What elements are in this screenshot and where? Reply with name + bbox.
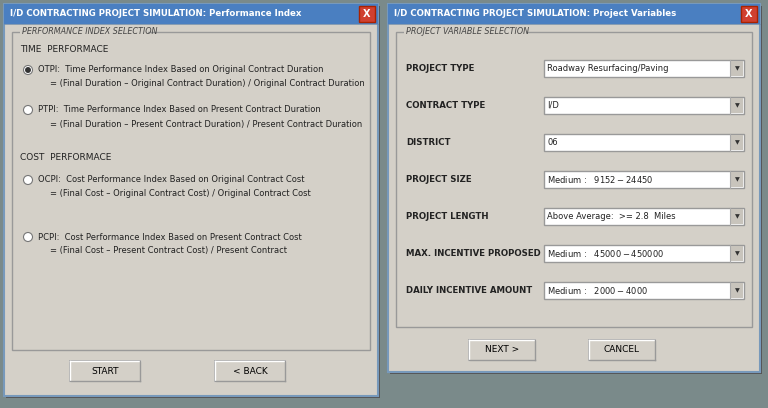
FancyBboxPatch shape [469, 340, 535, 360]
FancyBboxPatch shape [730, 209, 743, 224]
Text: ▼: ▼ [735, 177, 740, 182]
FancyBboxPatch shape [544, 245, 744, 262]
Text: ▼: ▼ [735, 103, 740, 108]
FancyBboxPatch shape [388, 4, 760, 24]
FancyBboxPatch shape [390, 6, 762, 374]
FancyBboxPatch shape [70, 361, 140, 381]
FancyBboxPatch shape [588, 339, 656, 361]
FancyBboxPatch shape [544, 171, 744, 188]
Text: PROJECT TYPE: PROJECT TYPE [406, 64, 475, 73]
Text: I/D CONTRACTING PROJECT SIMULATION: Project Variables: I/D CONTRACTING PROJECT SIMULATION: Proj… [394, 9, 677, 18]
Text: Above Average:  >= 2.8  Miles: Above Average: >= 2.8 Miles [547, 212, 676, 221]
FancyBboxPatch shape [589, 340, 655, 360]
Text: CANCEL: CANCEL [604, 346, 640, 355]
Text: MAX. INCENTIVE PROPOSED: MAX. INCENTIVE PROPOSED [406, 249, 541, 258]
FancyBboxPatch shape [12, 32, 370, 350]
Text: ▼: ▼ [735, 251, 740, 256]
FancyBboxPatch shape [544, 60, 744, 77]
Text: PROJECT LENGTH: PROJECT LENGTH [406, 212, 488, 221]
FancyBboxPatch shape [730, 246, 743, 261]
FancyBboxPatch shape [4, 4, 378, 396]
FancyBboxPatch shape [544, 134, 744, 151]
Text: ▼: ▼ [735, 66, 740, 71]
Text: = (Final Duration – Present Contract Duration) / Present Contract Duration: = (Final Duration – Present Contract Dur… [50, 120, 362, 129]
FancyBboxPatch shape [544, 97, 744, 114]
Text: PERFORMANCE INDEX SELECTION: PERFORMANCE INDEX SELECTION [22, 27, 157, 36]
FancyBboxPatch shape [388, 4, 760, 372]
FancyBboxPatch shape [20, 27, 147, 37]
FancyBboxPatch shape [544, 208, 744, 225]
Text: PROJECT VARIABLE SELECTION: PROJECT VARIABLE SELECTION [406, 27, 529, 36]
Text: CONTRACT TYPE: CONTRACT TYPE [406, 101, 485, 110]
Text: ▼: ▼ [735, 288, 740, 293]
FancyBboxPatch shape [359, 6, 375, 22]
Text: ▼: ▼ [735, 214, 740, 219]
FancyBboxPatch shape [730, 172, 743, 187]
FancyBboxPatch shape [544, 282, 744, 299]
Circle shape [24, 66, 32, 75]
Text: PTPI:  Time Performance Index Based on Present Contract Duration: PTPI: Time Performance Index Based on Pr… [38, 106, 321, 115]
FancyBboxPatch shape [730, 283, 743, 298]
Text: OCPI:  Cost Performance Index Based on Original Contract Cost: OCPI: Cost Performance Index Based on Or… [38, 175, 304, 184]
Text: Roadway Resurfacing/Paving: Roadway Resurfacing/Paving [547, 64, 668, 73]
FancyBboxPatch shape [730, 98, 743, 113]
FancyBboxPatch shape [214, 360, 286, 382]
FancyBboxPatch shape [404, 27, 527, 37]
Text: TIME  PERFORMACE: TIME PERFORMACE [20, 46, 108, 55]
Text: X: X [745, 9, 753, 19]
Text: = (Final Duration – Original Contract Duration) / Original Contract Duration: = (Final Duration – Original Contract Du… [50, 80, 365, 89]
Text: I/D CONTRACTING PROJECT SIMULATION: Performance Index: I/D CONTRACTING PROJECT SIMULATION: Perf… [10, 9, 302, 18]
Text: Medium :   $45000 - $450000: Medium : $45000 - $450000 [547, 248, 664, 259]
Circle shape [24, 175, 32, 184]
Text: Medium :   $2000 - $4000: Medium : $2000 - $4000 [547, 285, 648, 296]
Circle shape [26, 68, 30, 72]
FancyBboxPatch shape [4, 4, 378, 24]
Circle shape [24, 106, 32, 115]
FancyBboxPatch shape [730, 61, 743, 76]
Text: = (Final Cost – Present Contract Cost) / Present Contract: = (Final Cost – Present Contract Cost) /… [50, 246, 287, 255]
FancyBboxPatch shape [730, 135, 743, 150]
Circle shape [24, 233, 32, 242]
Text: DISTRICT: DISTRICT [406, 138, 451, 147]
Text: = (Final Cost – Original Contract Cost) / Original Contract Cost: = (Final Cost – Original Contract Cost) … [50, 189, 311, 199]
FancyBboxPatch shape [468, 339, 536, 361]
Text: START: START [91, 366, 119, 375]
Text: 06: 06 [547, 138, 558, 147]
Text: ▼: ▼ [735, 140, 740, 145]
FancyBboxPatch shape [69, 360, 141, 382]
Text: < BACK: < BACK [233, 366, 267, 375]
FancyBboxPatch shape [215, 361, 285, 381]
Text: DAILY INCENTIVE AMOUNT: DAILY INCENTIVE AMOUNT [406, 286, 532, 295]
Text: NEXT >: NEXT > [485, 346, 519, 355]
Text: Medium :   $9152 - $24450: Medium : $9152 - $24450 [547, 174, 654, 185]
FancyBboxPatch shape [396, 32, 752, 327]
Text: PCPI:  Cost Performance Index Based on Present Contract Cost: PCPI: Cost Performance Index Based on Pr… [38, 233, 302, 242]
FancyBboxPatch shape [741, 6, 757, 22]
FancyBboxPatch shape [6, 6, 380, 398]
Text: X: X [363, 9, 371, 19]
Text: COST  PERFORMACE: COST PERFORMACE [20, 153, 111, 162]
Text: PROJECT SIZE: PROJECT SIZE [406, 175, 472, 184]
Text: OTPI:  Time Performance Index Based on Original Contract Duration: OTPI: Time Performance Index Based on Or… [38, 66, 323, 75]
Text: I/D: I/D [547, 101, 559, 110]
